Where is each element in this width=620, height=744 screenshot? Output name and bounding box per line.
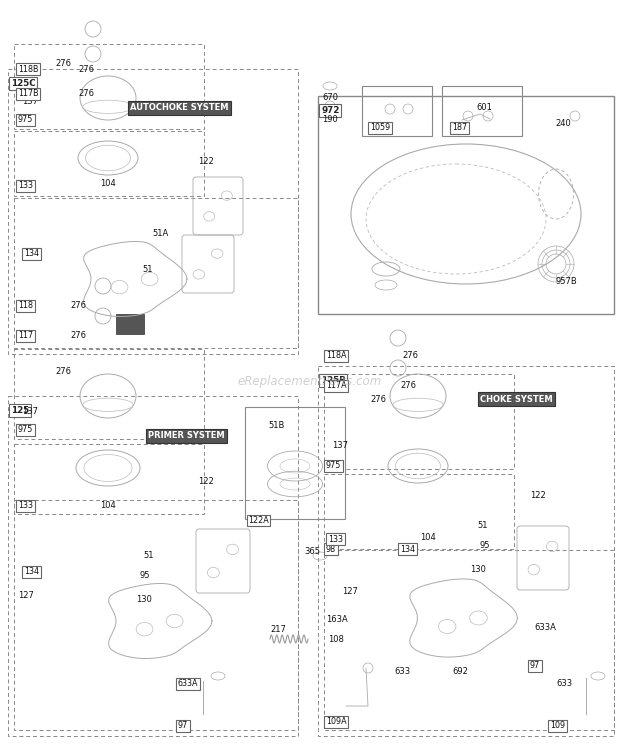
Text: 137: 137 xyxy=(332,441,348,451)
Bar xyxy=(8,396,298,736)
Text: 117: 117 xyxy=(18,332,33,341)
Text: 365: 365 xyxy=(304,547,320,556)
Text: 127: 127 xyxy=(18,591,34,600)
Bar xyxy=(14,44,204,129)
Text: 122: 122 xyxy=(198,158,214,167)
Text: 133: 133 xyxy=(18,182,33,190)
Text: 97: 97 xyxy=(530,661,540,670)
Bar xyxy=(318,366,614,736)
Text: 104: 104 xyxy=(420,533,436,542)
Bar xyxy=(116,314,144,334)
Text: 975: 975 xyxy=(18,426,33,434)
Text: 1059: 1059 xyxy=(370,124,390,132)
Text: 130: 130 xyxy=(136,594,152,603)
Text: 97: 97 xyxy=(178,722,188,731)
Text: 972: 972 xyxy=(321,106,339,115)
Text: 51: 51 xyxy=(477,522,487,530)
Text: 670: 670 xyxy=(322,94,338,103)
Text: 117A: 117A xyxy=(326,382,347,391)
Text: 276: 276 xyxy=(402,351,418,361)
Text: 276: 276 xyxy=(70,301,86,310)
Text: 104: 104 xyxy=(100,501,116,510)
Text: 601: 601 xyxy=(476,103,492,112)
Text: 104: 104 xyxy=(100,179,116,188)
Bar xyxy=(14,500,298,730)
Text: 137: 137 xyxy=(22,408,38,417)
Bar xyxy=(245,407,345,519)
Text: 95: 95 xyxy=(140,571,151,580)
Text: 118A: 118A xyxy=(326,351,347,361)
Text: 276: 276 xyxy=(55,368,71,376)
Text: 276: 276 xyxy=(400,382,416,391)
Text: 276: 276 xyxy=(78,89,94,98)
Text: 163A: 163A xyxy=(326,615,348,623)
Text: 240: 240 xyxy=(555,120,571,129)
Bar xyxy=(362,86,432,136)
Text: 98: 98 xyxy=(326,545,336,554)
Text: 122: 122 xyxy=(198,478,214,487)
Text: 975: 975 xyxy=(326,461,342,470)
Text: 51: 51 xyxy=(143,551,154,560)
Text: eReplacementParts.com: eReplacementParts.com xyxy=(238,376,382,388)
Text: 130: 130 xyxy=(470,565,486,574)
Text: 109: 109 xyxy=(550,722,565,731)
Bar xyxy=(442,86,522,136)
Text: 633: 633 xyxy=(556,679,572,688)
Bar xyxy=(324,550,614,730)
Bar xyxy=(14,131,204,196)
Bar xyxy=(14,349,204,439)
Text: 276: 276 xyxy=(55,60,71,68)
Bar xyxy=(8,69,298,354)
Text: 51A: 51A xyxy=(152,229,168,239)
Text: 692: 692 xyxy=(452,667,468,676)
Text: 957B: 957B xyxy=(556,278,578,286)
Text: PRIMER SYSTEM: PRIMER SYSTEM xyxy=(148,432,224,440)
Text: AUTOCHOKE SYSTEM: AUTOCHOKE SYSTEM xyxy=(130,103,229,112)
Text: 975: 975 xyxy=(18,115,33,124)
Text: CHOKE SYSTEM: CHOKE SYSTEM xyxy=(480,394,552,403)
Text: 276: 276 xyxy=(78,65,94,74)
Text: 190: 190 xyxy=(322,115,338,124)
Text: 127: 127 xyxy=(342,588,358,597)
Text: 133: 133 xyxy=(18,501,33,510)
Text: 133: 133 xyxy=(328,534,343,544)
Text: 217: 217 xyxy=(270,624,286,633)
Text: 95: 95 xyxy=(480,542,490,551)
Text: 118: 118 xyxy=(18,301,33,310)
Bar xyxy=(324,374,514,469)
Text: 633A: 633A xyxy=(178,679,198,688)
Text: 633A: 633A xyxy=(534,623,556,632)
Text: 187: 187 xyxy=(452,124,467,132)
Text: 117B: 117B xyxy=(18,89,38,98)
Text: 109A: 109A xyxy=(326,717,347,726)
Text: 118B: 118B xyxy=(18,65,38,74)
Text: 137: 137 xyxy=(22,97,38,106)
Text: 125C: 125C xyxy=(11,79,35,88)
Text: 51: 51 xyxy=(142,265,153,274)
Text: 134: 134 xyxy=(400,545,415,554)
Text: 125: 125 xyxy=(11,406,29,415)
Text: 108: 108 xyxy=(328,635,344,644)
Text: 125B: 125B xyxy=(321,376,346,385)
Text: 122A: 122A xyxy=(248,516,268,525)
Text: 276: 276 xyxy=(70,332,86,341)
Text: 134: 134 xyxy=(24,568,39,577)
Bar xyxy=(14,198,298,348)
Bar xyxy=(318,96,614,314)
Bar xyxy=(324,474,514,549)
Bar xyxy=(14,444,204,514)
Text: 633: 633 xyxy=(394,667,410,676)
Text: 276: 276 xyxy=(370,394,386,403)
Text: 134: 134 xyxy=(24,249,39,258)
Text: 51B: 51B xyxy=(268,422,285,431)
Text: 122: 122 xyxy=(530,492,546,501)
